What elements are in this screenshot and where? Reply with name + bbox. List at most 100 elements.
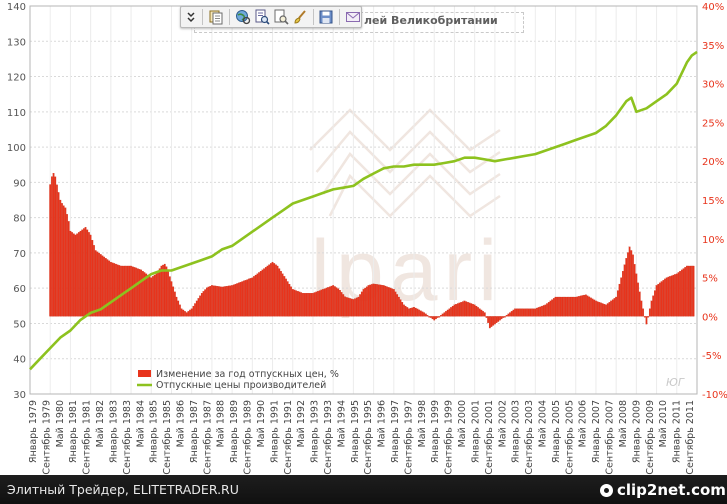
x-axis-tick-label: Сентябрь 1991: [283, 400, 294, 475]
bar: [680, 269, 683, 317]
bar: [362, 289, 365, 317]
bar: [172, 286, 175, 317]
bar: [207, 286, 210, 317]
footer-source-text: Элитный Трейдер, ELITETRADER.RU: [7, 482, 239, 497]
toolbar-separator: [202, 9, 203, 25]
bar: [273, 263, 276, 317]
bar: [687, 265, 690, 317]
bar: [221, 286, 223, 317]
save-button[interactable]: [318, 8, 334, 26]
bar: [581, 295, 584, 317]
bar: [630, 250, 633, 317]
bar: [691, 265, 693, 317]
bar: [450, 307, 452, 317]
bar: [360, 291, 363, 317]
bar: [140, 269, 143, 317]
bar: [184, 311, 186, 317]
bar: [677, 272, 680, 317]
bar: [315, 291, 318, 317]
left-axis-tick-label: 50: [13, 319, 26, 330]
bar: [261, 269, 264, 317]
bar: [529, 308, 532, 317]
x-axis-tick-label: Май 2004: [538, 400, 549, 447]
copy-icon: [209, 10, 223, 25]
right-axis-tick-label: 5%: [702, 274, 718, 285]
bar: [150, 277, 153, 317]
x-axis-tick-label: Сентябрь 1999: [444, 400, 455, 475]
bar: [138, 269, 141, 317]
bar: [627, 252, 629, 317]
web-icon: [235, 10, 250, 25]
x-axis-tick-label: Сентябрь 2005: [564, 400, 575, 475]
left-axis-tick-label: 70: [13, 249, 26, 260]
print-preview-button[interactable]: [273, 8, 289, 26]
bar: [497, 316, 500, 322]
bar: [180, 308, 183, 317]
expand-toolbar-button[interactable]: [184, 8, 197, 26]
bar: [391, 288, 393, 317]
clip2net-logo[interactable]: clip2net.com: [600, 480, 726, 500]
bar: [330, 285, 333, 317]
mail-button[interactable]: [345, 8, 361, 26]
bar: [229, 285, 232, 317]
bar: [305, 293, 308, 317]
bar: [381, 285, 383, 317]
bar: [574, 296, 577, 317]
bar: [369, 284, 372, 317]
zoom-doc-button[interactable]: [254, 8, 270, 26]
x-axis-tick-label: Сентябрь 2001: [484, 400, 495, 475]
bar: [475, 305, 478, 317]
bar: [559, 296, 562, 317]
bar: [642, 308, 644, 317]
bar: [458, 302, 461, 317]
x-axis-tick-label: Сентябрь 1989: [243, 400, 254, 475]
x-axis-tick-label: Сентябрь 1979: [41, 400, 52, 475]
bar: [64, 207, 67, 317]
bar: [179, 304, 181, 317]
bar: [441, 313, 444, 317]
bar: [552, 298, 555, 317]
x-axis-tick-label: Январь 2005: [551, 400, 562, 463]
bar: [387, 287, 390, 317]
bar: [637, 282, 639, 317]
x-axis-tick-label: Январь 1979: [28, 400, 39, 463]
bar: [185, 312, 188, 317]
bar: [190, 308, 193, 317]
bar: [456, 303, 459, 317]
right-axis-tick-label: 0%: [702, 312, 718, 323]
bar: [611, 299, 614, 317]
bar: [195, 300, 198, 317]
bar: [654, 290, 656, 317]
bar: [258, 272, 260, 317]
bar: [135, 267, 137, 317]
bar: [290, 286, 292, 317]
bar: [669, 276, 671, 317]
bar: [564, 296, 567, 317]
web-button[interactable]: [235, 8, 251, 26]
bar: [52, 173, 55, 317]
bar: [320, 289, 323, 317]
right-axis-tick-label: 10%: [702, 235, 724, 246]
bar: [502, 316, 505, 318]
bar: [563, 296, 565, 317]
bar: [468, 302, 471, 317]
bar: [605, 304, 607, 317]
copy-button[interactable]: [208, 8, 224, 26]
bar: [487, 316, 489, 323]
bar: [659, 282, 661, 317]
bar: [608, 302, 611, 317]
bar: [236, 283, 239, 317]
x-axis-tick-label: Январь 2011: [672, 400, 683, 463]
bar: [527, 308, 530, 317]
x-axis-tick-label: Январь 1995: [350, 400, 361, 463]
bar: [62, 205, 65, 317]
bar: [652, 295, 655, 317]
x-axis-tick-label: Сентябрь 1983: [122, 400, 133, 475]
zoom-doc-icon: [255, 9, 270, 25]
bar: [77, 232, 80, 317]
brush-button[interactable]: [292, 8, 308, 26]
bar: [512, 309, 515, 317]
bar: [628, 246, 631, 317]
bar: [106, 259, 109, 317]
bar: [214, 285, 217, 317]
